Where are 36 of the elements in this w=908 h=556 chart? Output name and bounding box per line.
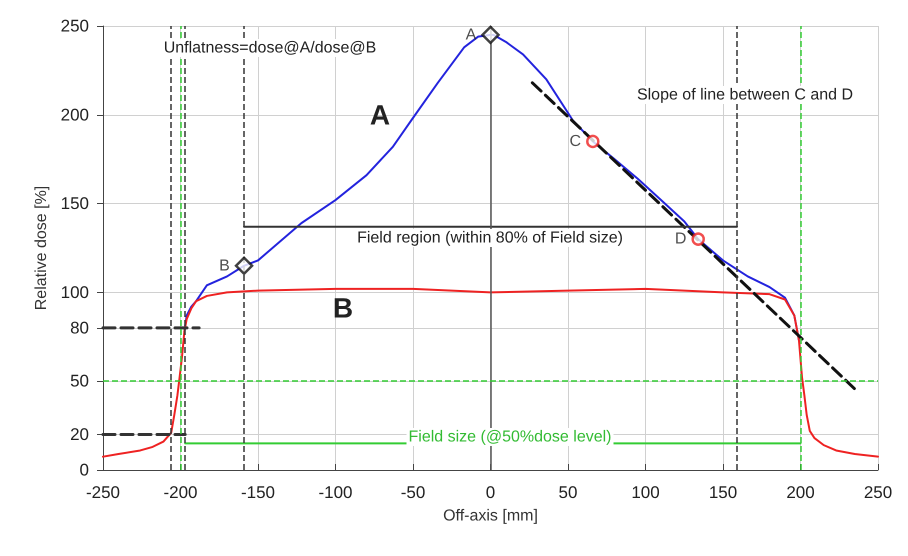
data-label: D	[674, 230, 686, 248]
annotation: Field size (@50%dose level)	[408, 428, 612, 446]
line-series	[102, 288, 879, 458]
annotation: B	[332, 292, 354, 324]
point	[234, 256, 254, 276]
y-tick-label: 50	[70, 372, 89, 391]
annotation: A	[370, 100, 390, 130]
y-tick-label: 20	[70, 424, 89, 444]
x-tick-label: -200	[163, 483, 198, 502]
x-tick-label: 0	[486, 483, 496, 502]
y-tick-label: 150	[60, 194, 89, 214]
y-tick-label: 0	[80, 460, 89, 480]
y-tick-label: 200	[60, 105, 89, 124]
point	[481, 26, 500, 44]
x-tick-label: 150	[708, 483, 738, 502]
x-axis-title: Off-axis [mm]	[443, 508, 538, 524]
x-tick-label: 50	[558, 483, 578, 502]
annotation: Unflatness=dose@A/dose@B	[164, 40, 376, 56]
annotation: Field region (within 80% of Field size)	[357, 230, 623, 246]
x-tick-label: 250	[864, 483, 892, 502]
y-tick-label: 80	[70, 318, 89, 338]
point	[691, 232, 705, 246]
data-label: C	[569, 132, 582, 150]
x-tick-label: -150	[240, 483, 276, 502]
y-tick-label: 250	[60, 16, 89, 36]
x-tick-label: -50	[400, 483, 426, 502]
x-tick-label: 100	[631, 483, 660, 502]
y-tick-label: 100	[60, 282, 89, 302]
x-tick-label: 200	[786, 483, 815, 502]
annotation: Slope of line between C and D	[636, 86, 854, 104]
data-label: B	[219, 257, 230, 274]
x-tick-label: -100	[318, 483, 353, 502]
y-axis-title: Relative dose [%]	[33, 186, 50, 310]
data-label: A	[466, 26, 477, 44]
point	[586, 134, 600, 148]
x-tick-label: -250	[86, 483, 120, 502]
